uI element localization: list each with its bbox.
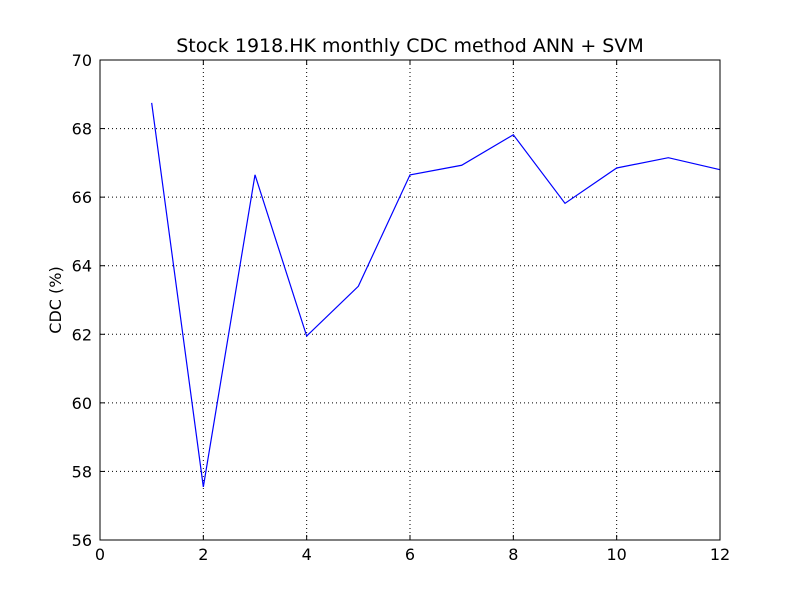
x-tick-label: 10 (606, 545, 626, 564)
y-tick-label: 66 (72, 188, 92, 207)
y-tick-label: 56 (72, 531, 92, 550)
x-tick-label: 2 (198, 545, 208, 564)
chart-title: Stock 1918.HK monthly CDC method ANN + S… (176, 35, 644, 57)
x-tick-label: 8 (508, 545, 518, 564)
y-tick-label: 62 (72, 325, 92, 344)
y-tick-label: 58 (72, 462, 92, 481)
x-tick-label: 4 (302, 545, 312, 564)
y-tick-label: 64 (72, 257, 92, 276)
x-tick-label: 0 (95, 545, 105, 564)
y-tick-label: 60 (72, 394, 92, 413)
y-axis-label: CDC (%) (46, 266, 65, 333)
y-tick-label: 70 (72, 51, 92, 70)
x-tick-label: 12 (710, 545, 730, 564)
y-tick-label: 68 (72, 120, 92, 139)
x-tick-label: 6 (405, 545, 415, 564)
